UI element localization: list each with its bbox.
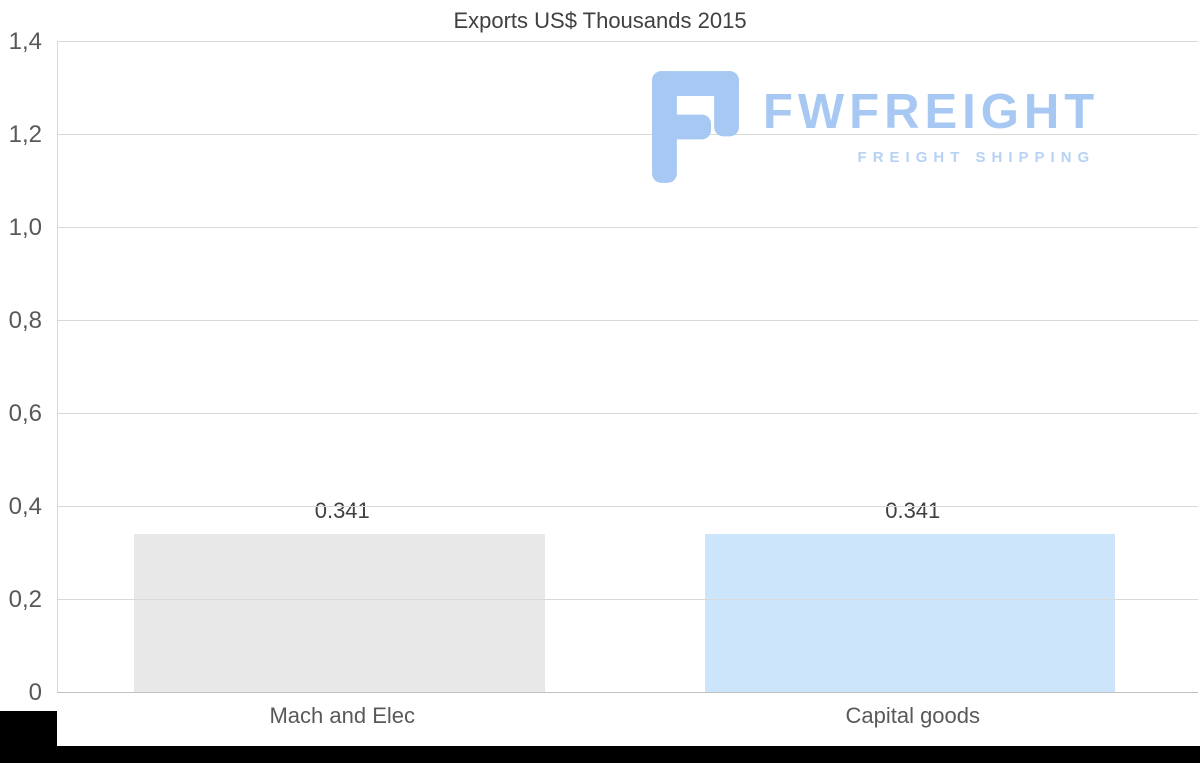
bar — [134, 534, 545, 693]
y-tick-label: 0,6 — [8, 400, 42, 427]
y-axis: 0 0,2 0,4 0,6 0,8 1,0 1,2 1,4 — [0, 28, 48, 706]
gridline — [57, 506, 1198, 507]
bar — [704, 534, 1116, 693]
y-axis-line — [57, 42, 58, 693]
y-tick-label: 1,4 — [8, 28, 42, 55]
watermark-text: FWFREIGHT FREIGHT SHIPPING — [763, 68, 1100, 167]
x-category-label: Capital goods — [845, 703, 981, 728]
bar-value-label: 0.341 — [314, 498, 370, 524]
x-category-label: Mach and Elec — [269, 703, 416, 728]
watermark: FWFREIGHT FREIGHT SHIPPING — [648, 68, 1099, 191]
gridline — [57, 599, 1198, 600]
gridline — [57, 134, 1198, 135]
bottom-left-black-corner — [0, 711, 57, 763]
bottom-black-strip — [0, 746, 1200, 763]
y-tick-label: 1,2 — [8, 121, 42, 148]
y-tick-label: 0 — [28, 679, 42, 706]
gridline — [57, 320, 1198, 321]
gridline — [57, 413, 1198, 414]
y-tick-label: 1,0 — [8, 214, 42, 241]
watermark-tagline: FREIGHT SHIPPING — [857, 149, 1096, 166]
gridline — [57, 41, 1198, 42]
x-axis-baseline — [57, 692, 1198, 693]
bar-slot: 0.341 Capital goods — [628, 42, 1199, 728]
bar-slots: 0.341 Mach and Elec 0.341 Capital goods — [57, 42, 1199, 728]
fwfreight-logo-icon — [648, 68, 743, 191]
y-tick-label: 0,2 — [8, 586, 42, 613]
watermark-brand: FWFREIGHT — [763, 85, 1100, 139]
bar-value-label: 0.341 — [885, 498, 941, 524]
y-tick-label: 0,4 — [8, 493, 42, 520]
plot-area: 0.341 Mach and Elec 0.341 Capital goods — [57, 41, 1199, 728]
chart-title: Exports US$ Thousands 2015 — [453, 8, 747, 33]
gridline — [57, 227, 1198, 228]
y-tick-label: 0,8 — [8, 307, 42, 334]
bar-slot: 0.341 Mach and Elec — [57, 42, 628, 728]
